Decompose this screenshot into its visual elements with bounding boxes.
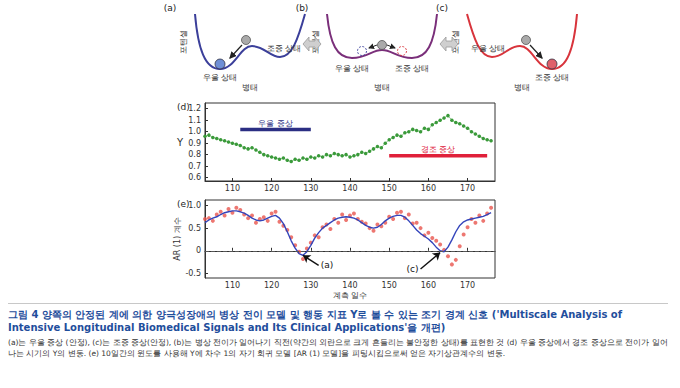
svg-text:0.9: 0.9	[188, 139, 201, 148]
svg-text:150: 150	[382, 281, 397, 290]
svg-text:조증 상태: 조증 상태	[535, 73, 569, 82]
svg-text:포텐셜: 포텐셜	[179, 30, 188, 54]
svg-text:140: 140	[342, 281, 357, 290]
svg-text:(e): (e)	[177, 199, 190, 209]
svg-text:(d): (d)	[177, 102, 190, 112]
svg-text:0.6: 0.6	[188, 173, 201, 182]
svg-text:1.1: 1.1	[188, 116, 201, 125]
svg-text:120: 120	[264, 281, 279, 290]
svg-text:경조 증상: 경조 증상	[421, 145, 456, 154]
svg-text:우울 증상: 우울 증상	[258, 119, 293, 128]
svg-text:1.2: 1.2	[188, 104, 201, 113]
svg-text:1.0: 1.0	[188, 127, 201, 136]
html-text:그림 4 양쪽의 안정된 계에 의한 양극성장애의 병상 전: 그림 4 양쪽의 안정된 계에 의한 양극성장애의 병상 전이 모델 및 행동 …	[8, 309, 623, 333]
html-text:(a)는 우울 증상 (안정), (c)는 조증 증상(안정: (a)는 우울 증상 (안정), (c)는 조증 증상(안정), (b)는 병상…	[8, 338, 668, 358]
svg-text:160: 160	[421, 281, 436, 290]
svg-text:우울 상태: 우울 상태	[203, 73, 237, 82]
svg-text:0.8: 0.8	[188, 150, 201, 159]
svg-text:우울 상태: 우울 상태	[335, 64, 369, 73]
svg-text:병태: 병태	[514, 83, 530, 92]
svg-text:150: 150	[382, 184, 397, 193]
svg-text:계측 일수: 계측 일수	[333, 291, 368, 300]
svg-text:조증 상태: 조증 상태	[395, 64, 429, 73]
svg-text:0.7: 0.7	[188, 162, 201, 171]
svg-text:(a): (a)	[164, 3, 177, 13]
svg-text:170: 170	[460, 281, 475, 290]
svg-text:120: 120	[264, 184, 279, 193]
svg-text:(b): (b)	[296, 3, 309, 13]
svg-text:110: 110	[225, 281, 240, 290]
svg-text:Υ: Υ	[176, 137, 184, 148]
svg-text:(c): (c)	[407, 264, 419, 274]
svg-text:병태: 병태	[242, 83, 258, 92]
svg-text:110: 110	[225, 184, 240, 193]
svg-text:병태: 병태	[374, 83, 390, 92]
svg-text:포텐셜: 포텐셜	[311, 30, 320, 54]
svg-text:130: 130	[303, 281, 318, 290]
svg-text:AR (1) 계수: AR (1) 계수	[173, 217, 182, 260]
svg-text:140: 140	[342, 184, 357, 193]
svg-text:170: 170	[460, 184, 475, 193]
svg-text:(a): (a)	[321, 260, 334, 270]
svg-text:포텐셜: 포텐셜	[451, 30, 460, 54]
svg-text:우울 상태: 우울 상태	[471, 44, 505, 53]
svg-text:(c): (c)	[436, 3, 448, 13]
svg-text:160: 160	[421, 184, 436, 193]
svg-text:130: 130	[303, 184, 318, 193]
svg-text:1.0: 1.0	[188, 201, 201, 210]
svg-text:조증 상태: 조증 상태	[267, 44, 301, 53]
svg-text:0.5: 0.5	[188, 224, 201, 233]
svg-text:-0.5: -0.5	[185, 269, 201, 278]
svg-text:0: 0	[196, 246, 201, 255]
